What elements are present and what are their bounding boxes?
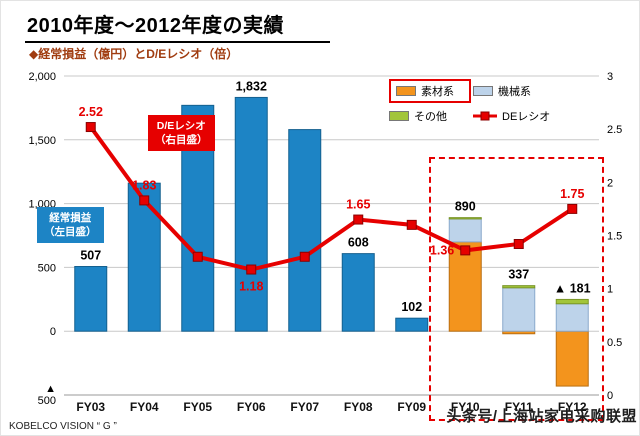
bar-segment-blue — [234, 96, 268, 332]
left-axis-tick: ▲ 500 — [38, 383, 56, 407]
de-ratio-marker — [353, 214, 364, 225]
bar-segment-blue — [288, 129, 322, 332]
de-ratio-marker — [246, 264, 257, 275]
bar-segment-green — [502, 285, 536, 289]
right-axis-tick: 2 — [607, 177, 613, 189]
de-ratio-marker — [460, 245, 471, 256]
legend-item-de-ratio: DEレシオ — [473, 108, 550, 124]
de-ratio-marker — [567, 203, 578, 214]
legend-label-de-ratio: DEレシオ — [502, 111, 551, 123]
x-axis-label: FY07 — [290, 400, 319, 414]
x-axis-label: FY03 — [76, 400, 105, 414]
orange-swatch-icon — [396, 86, 416, 96]
footer-brand: KOBELCO VISION “ G ” — [9, 421, 117, 432]
de-ratio-marker — [299, 251, 310, 262]
x-axis-label: FY12 — [558, 400, 587, 414]
right-axis-tick: 0.5 — [607, 337, 622, 349]
de-ratio-value-label: 1.65 — [346, 198, 370, 212]
de-ratio-value-label: 1.18 — [239, 280, 263, 294]
bar-value-label: 608 — [348, 236, 369, 250]
legend-item-kikai: 機械系 — [473, 83, 550, 99]
right-axis-tick: 3 — [607, 71, 613, 83]
bar-value-label: 337 — [508, 268, 529, 282]
legend-item-sonota: その他 — [389, 108, 471, 124]
bar-value-label: 890 — [455, 200, 476, 214]
bar-segment-lightblue — [502, 287, 536, 332]
bar-segment-blue — [127, 182, 161, 332]
chart-legend: 素材系 機械系 その他 DEレシオ — [389, 79, 550, 124]
bar-segment-orange — [448, 241, 482, 332]
ordinary-profit-callout: 経常損益 （左目盛） — [37, 207, 104, 244]
right-axis-tick: 0 — [607, 390, 613, 402]
left-axis-tick: 500 — [38, 262, 56, 274]
bar-segment-orange — [555, 330, 589, 387]
bar-segment-lightblue — [448, 218, 482, 243]
ordinary-profit-callout-line1: 経常損益 — [49, 212, 92, 224]
de-ratio-value-label: 1.36 — [430, 243, 454, 257]
bar-value-label: 102 — [401, 300, 422, 314]
watermark: 头条号/上海站家电采购联盟 — [446, 408, 637, 425]
de-ratio-value-label: 1.75 — [560, 187, 584, 201]
legend-item-sozai-highlight-box: 素材系 — [389, 79, 471, 103]
page-title: 2010年度～2012年度の実績 — [25, 9, 330, 43]
left-axis-tick: 2,000 — [28, 71, 56, 83]
de-ratio-marker — [513, 239, 524, 250]
x-axis-label: FY05 — [183, 400, 212, 414]
ordinary-profit-callout-line2: （左目盛） — [44, 226, 97, 239]
de-ratio-marker — [85, 122, 96, 133]
x-axis-label: FY09 — [397, 400, 426, 414]
green-swatch-icon — [389, 111, 409, 121]
legend-label-kikai: 機械系 — [498, 86, 531, 98]
bar-segment-blue — [74, 266, 108, 332]
x-axis-label: FY10 — [451, 400, 480, 414]
right-axis-tick: 2.5 — [607, 124, 622, 136]
de-ratio-marker — [139, 195, 150, 206]
lightblue-swatch-icon — [473, 86, 493, 96]
bar-segment-lightblue — [555, 303, 589, 332]
de-ratio-value-label: 2.52 — [79, 105, 103, 119]
bar-segment-blue — [395, 317, 429, 332]
left-axis-tick: 0 — [50, 326, 56, 338]
bar-segment-blue — [341, 253, 375, 332]
left-axis-tick: 1,500 — [28, 135, 56, 147]
de-ratio-marker — [406, 219, 417, 230]
x-axis-label: FY04 — [130, 400, 159, 414]
de-ratio-marker — [192, 251, 203, 262]
de-ratio-callout-line1: D/Eレシオ — [156, 120, 206, 132]
de-ratio-callout: D/Eレシオ （右目盛） — [148, 115, 215, 152]
bar-value-label: 507 — [80, 249, 101, 263]
right-axis-tick: 1.5 — [607, 231, 622, 243]
de-ratio-callout-line2: （右目盛） — [155, 134, 208, 147]
chart-subtitle: ◆経常損益（億円）とD/Eレシオ（倍） — [29, 47, 239, 61]
x-axis-label: FY06 — [237, 400, 266, 414]
bar-value-label: 1,832 — [236, 79, 267, 93]
legend-label-sonota: その他 — [414, 111, 447, 123]
x-axis-label: FY11 — [505, 400, 533, 414]
right-axis-tick: 1 — [607, 284, 613, 296]
legend-label-sozai: 素材系 — [421, 86, 454, 98]
x-axis-label: FY08 — [344, 400, 373, 414]
de-ratio-value-label: 1.83 — [132, 178, 156, 192]
bar-segment-green — [448, 217, 482, 220]
de-ratio-line — [89, 125, 574, 272]
bar-value-label: ▲ 181 — [554, 281, 591, 295]
bar-segment-green — [555, 298, 589, 305]
de-ratio-line-marker-icon — [473, 111, 497, 121]
legend-item-sozai: 素材系 — [396, 83, 454, 99]
